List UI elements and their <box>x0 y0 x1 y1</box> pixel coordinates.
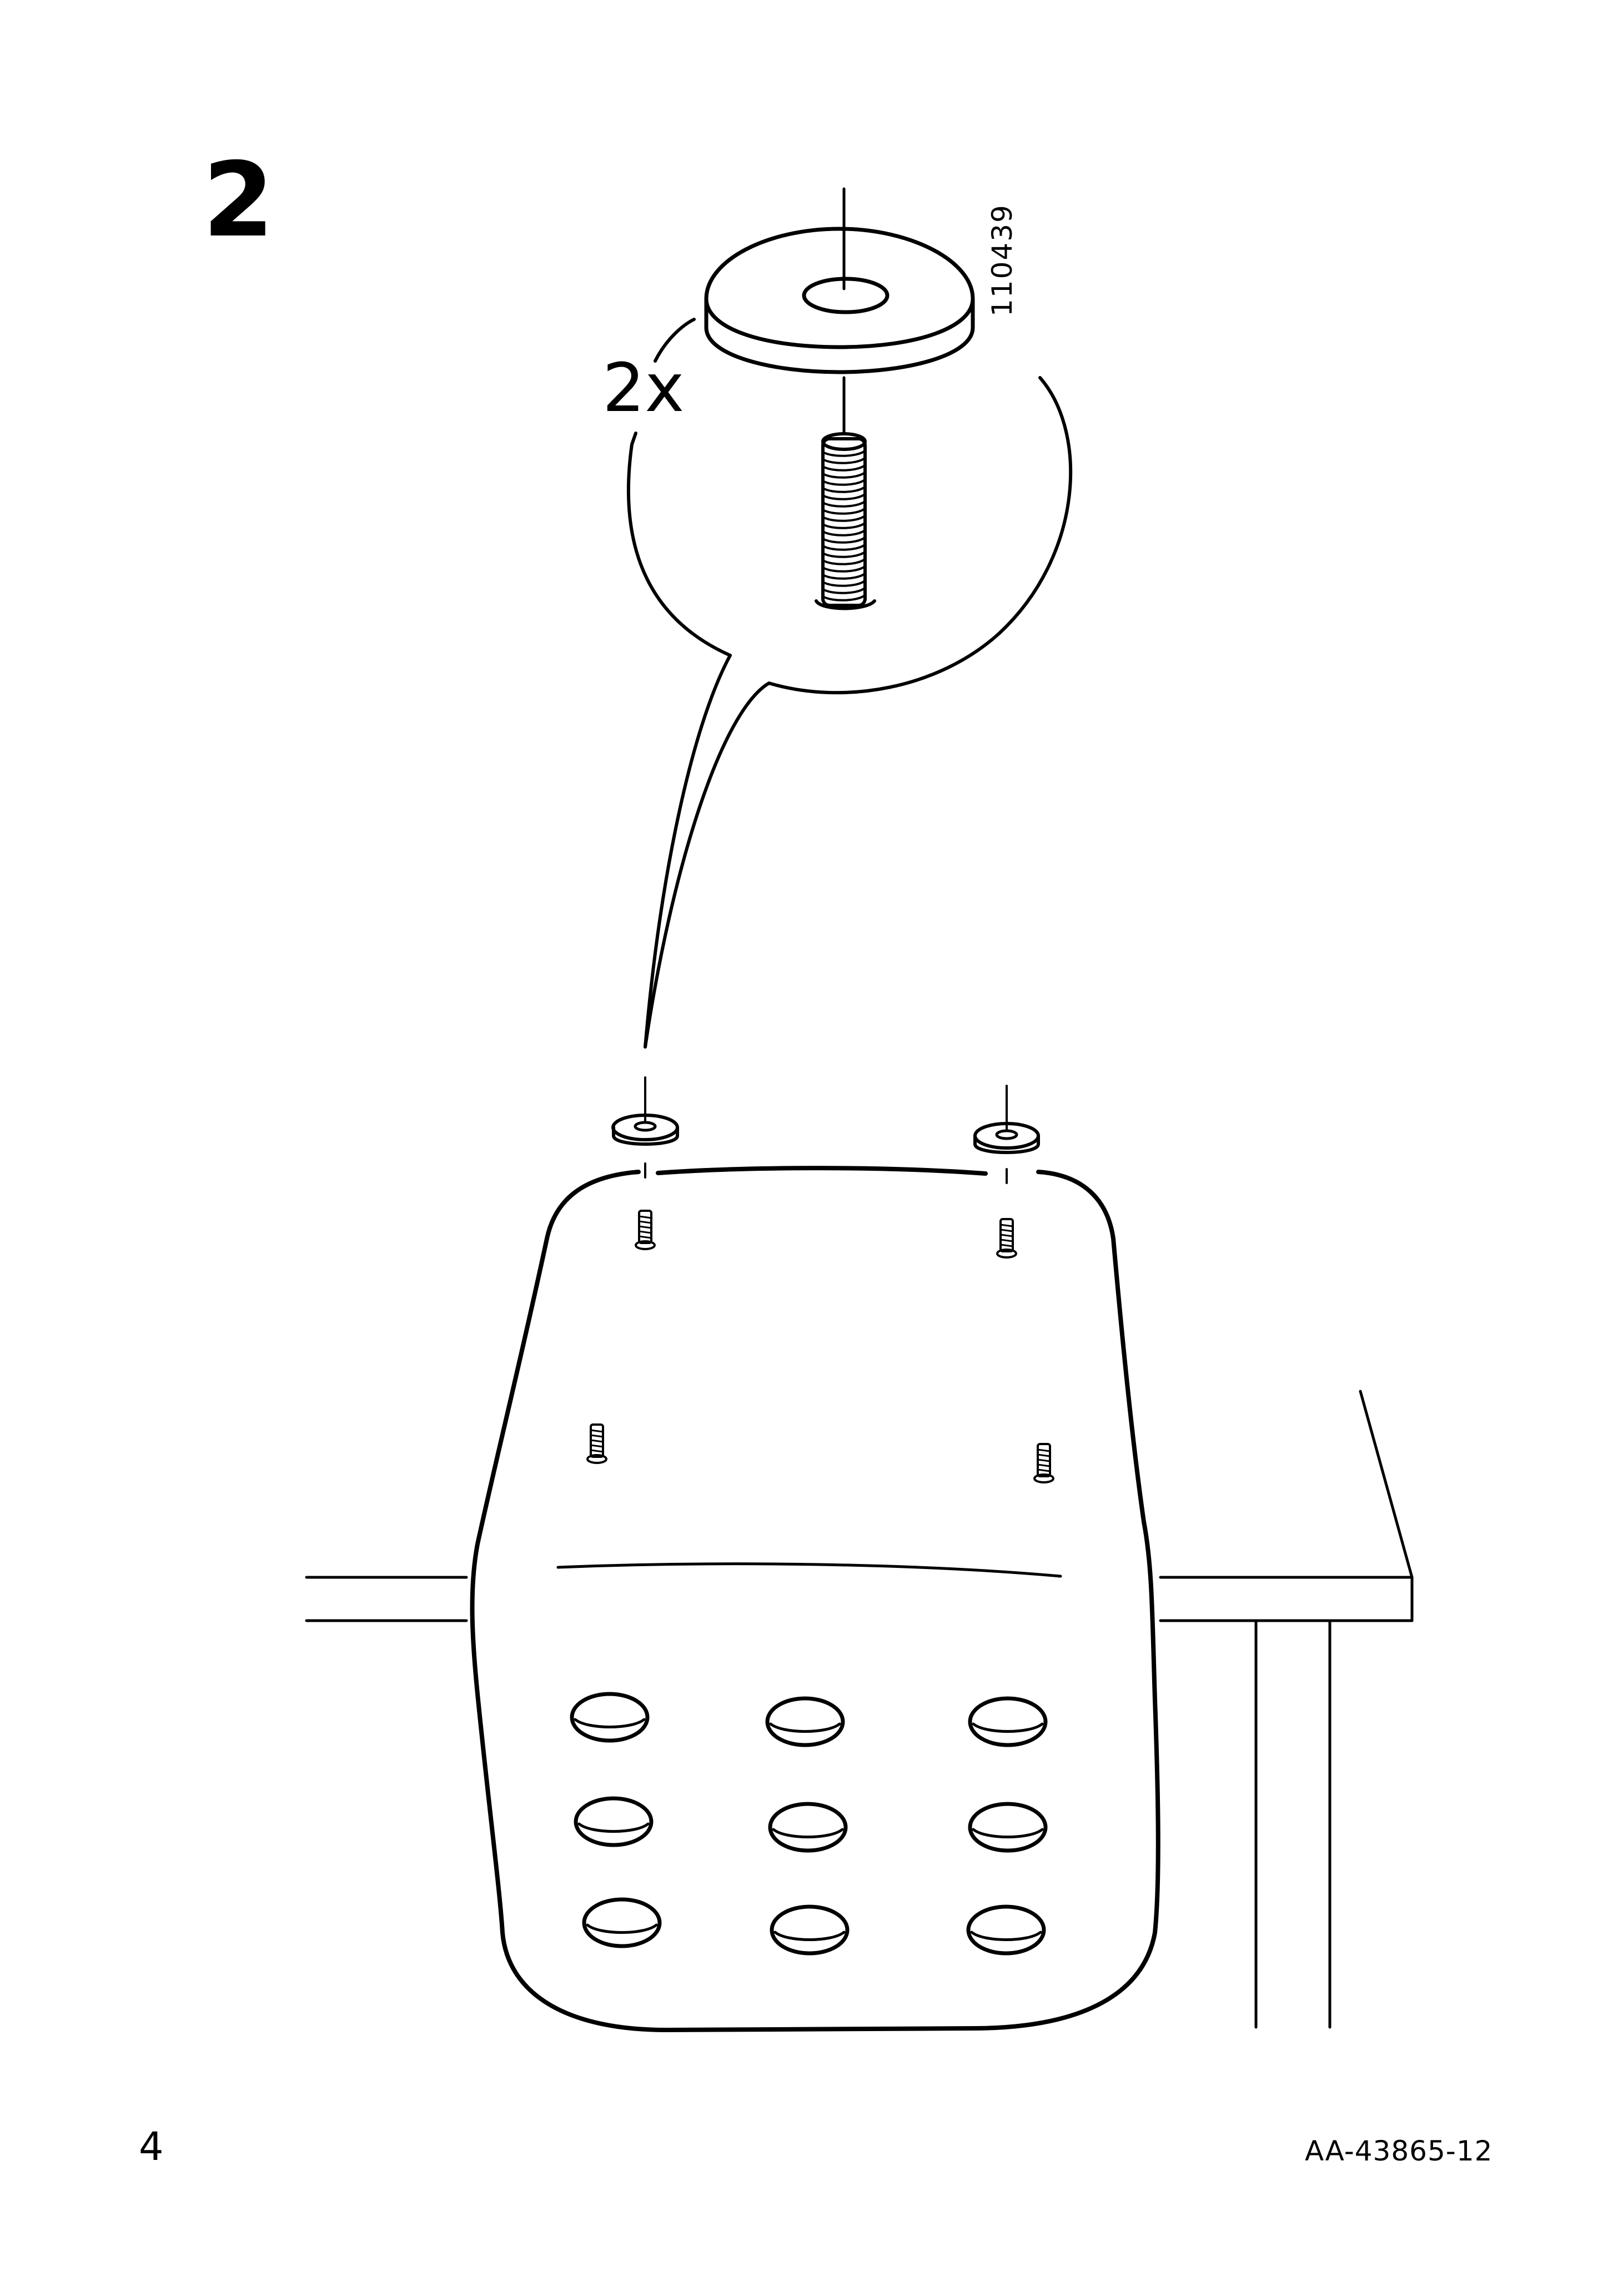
seat-hole <box>770 1904 850 1956</box>
thread-line <box>823 530 865 537</box>
thread-line <box>823 573 865 580</box>
small-bolt-icon <box>635 1210 656 1250</box>
seat-hole <box>968 1696 1048 1747</box>
thread-line <box>823 465 865 472</box>
seat-hole <box>968 1802 1048 1853</box>
quantity-label: 2x <box>602 350 685 427</box>
small-bolt-icon <box>586 1423 607 1464</box>
thread-line <box>823 566 865 573</box>
seat-hole <box>765 1696 845 1747</box>
thread-line <box>823 479 865 486</box>
thread-line <box>823 487 865 493</box>
seat-hole <box>570 1692 650 1743</box>
thread-line <box>823 515 865 522</box>
thread-line <box>823 523 865 529</box>
thread-line <box>823 595 865 601</box>
thread-line <box>823 501 865 508</box>
thread-line <box>823 450 865 457</box>
washer-detail <box>704 187 975 435</box>
small-washer-left <box>611 1076 679 1179</box>
seat-hole <box>574 1796 654 1847</box>
part-number-label: 110439 <box>986 204 1018 317</box>
thread-line <box>823 588 865 594</box>
thread-line <box>823 472 865 479</box>
page-number: 4 <box>139 2124 164 2169</box>
thread-line <box>823 458 865 464</box>
table <box>305 1390 1414 2029</box>
thread-line <box>823 552 865 558</box>
thread-line <box>823 580 865 587</box>
detail-callout-bubble <box>626 318 1073 1049</box>
thread-line <box>823 508 865 515</box>
bolt-threads <box>823 450 865 601</box>
document-code: AA-43865-12 <box>1305 2135 1493 2167</box>
thread-line <box>823 537 865 544</box>
seat-holes <box>570 1692 1048 1956</box>
seat-hole <box>582 1897 662 1948</box>
seat-hole <box>768 1802 848 1853</box>
chair-seat <box>470 1166 1160 2032</box>
bolt-detail <box>815 432 876 610</box>
thread-line <box>823 494 865 500</box>
seat-hole <box>966 1904 1046 1956</box>
thread-line <box>823 559 865 565</box>
step-number: 2 <box>203 140 274 260</box>
small-bolt-icon <box>1033 1443 1054 1483</box>
small-bolt-icon <box>996 1218 1017 1259</box>
seat-bolts <box>586 1210 1054 1483</box>
small-washer-right <box>973 1085 1040 1184</box>
thread-line <box>823 544 865 551</box>
